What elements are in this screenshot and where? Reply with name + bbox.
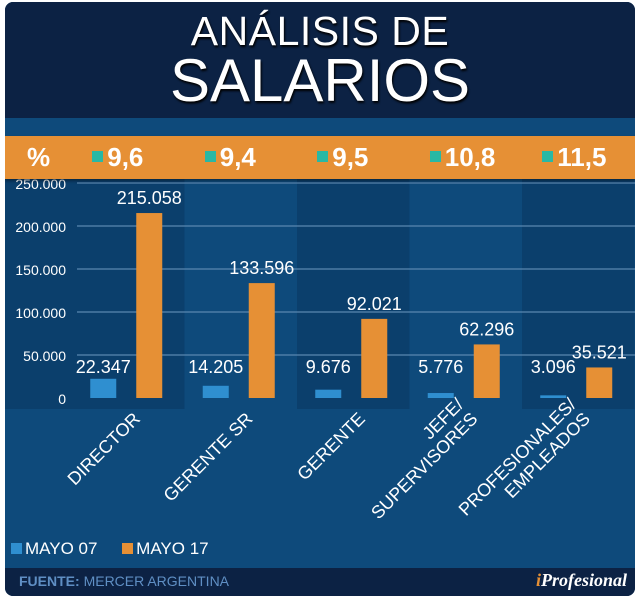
y-axis-panel xyxy=(5,179,72,409)
y-tick-label: 250.000 xyxy=(15,176,66,192)
logo-i: i xyxy=(535,570,541,590)
data-label: 92.021 xyxy=(347,294,402,314)
pct-marker-icon xyxy=(317,151,329,162)
legend-label: MAYO 07 xyxy=(25,539,98,558)
bar-mayo07 xyxy=(90,378,117,398)
y-tick-label: 150.000 xyxy=(15,262,66,278)
y-tick-label: 200.000 xyxy=(15,219,66,235)
footer: FUENTE: MERCER ARGENTINA iProfesional xyxy=(5,568,635,596)
title-line-2: SALARIOS xyxy=(169,47,471,114)
column-shade xyxy=(522,179,635,409)
percent-change-band: % 9,6 9,4 9,5 10,8 11,5 xyxy=(5,136,635,179)
iprofesional-logo: iProfesional xyxy=(536,570,627,591)
bar-mayo17 xyxy=(586,367,613,398)
column-shade xyxy=(297,179,410,409)
pct-change: 9,4 xyxy=(204,142,256,173)
pct-change: 11,5 xyxy=(542,142,606,173)
legend-swatch xyxy=(11,543,22,554)
legend: MAYO 07 MAYO 17 xyxy=(11,539,229,559)
infographic-card: ANÁLISIS DE SALARIOS 0 50.000 100.000 150.0… xyxy=(5,2,635,596)
source: FUENTE: MERCER ARGENTINA xyxy=(19,573,229,589)
legend-label: MAYO 17 xyxy=(136,539,209,558)
column-shade xyxy=(72,179,185,409)
data-label: 5.776 xyxy=(418,357,463,377)
pct-change: 10,8 xyxy=(429,142,496,173)
pct-change: 9,5 xyxy=(317,142,368,173)
data-label: 62.296 xyxy=(459,319,514,339)
source-text: MERCER ARGENTINA xyxy=(83,573,230,589)
legend-mayo07: MAYO 07 xyxy=(11,539,97,559)
source-label: FUENTE: xyxy=(19,573,80,589)
y-tick-label: 100.000 xyxy=(15,305,66,321)
pct-value: 11,5 xyxy=(557,142,607,172)
bar-mayo17 xyxy=(248,283,275,398)
y-tick-label: 0 xyxy=(58,391,66,407)
pct-marker-icon xyxy=(542,151,554,162)
y-tick-label: 50.000 xyxy=(23,348,66,364)
pct-value: 9,6 xyxy=(107,142,144,172)
data-label: 215.058 xyxy=(117,188,182,208)
pct-marker-icon xyxy=(429,151,441,162)
bar-mayo17 xyxy=(361,318,388,398)
bar-mayo07 xyxy=(540,395,567,398)
title-line-1: ANÁLISIS DE xyxy=(190,8,450,54)
data-label: 133.596 xyxy=(229,258,294,278)
logo-text: Profesional xyxy=(540,570,627,590)
pct-marker-icon xyxy=(92,151,104,162)
bar-mayo07 xyxy=(202,385,229,398)
bar-mayo07 xyxy=(427,393,454,398)
bar-mayo17 xyxy=(136,213,163,398)
pct-value: 10,8 xyxy=(444,142,496,172)
data-label: 3.096 xyxy=(531,357,576,377)
pct-change: 9,6 xyxy=(92,142,143,173)
legend-swatch xyxy=(122,543,134,554)
pct-value: 9,4 xyxy=(219,142,256,172)
data-label: 22.347 xyxy=(76,357,131,377)
percent-label: % xyxy=(27,142,51,172)
pct-value: 9,5 xyxy=(332,142,369,172)
data-label: 9.676 xyxy=(306,357,351,377)
data-label: 14.205 xyxy=(188,357,243,377)
bar-mayo07 xyxy=(315,389,342,398)
bar-chart: 0 50.000 100.000 150.000 200.000 250.000 22.34… xyxy=(5,118,635,568)
header: ANÁLISIS DE SALARIOS xyxy=(5,2,635,118)
bar-mayo17 xyxy=(473,344,500,398)
pct-marker-icon xyxy=(204,151,216,162)
legend-mayo17: MAYO 17 xyxy=(122,539,209,559)
data-label: 35.521 xyxy=(572,342,627,362)
